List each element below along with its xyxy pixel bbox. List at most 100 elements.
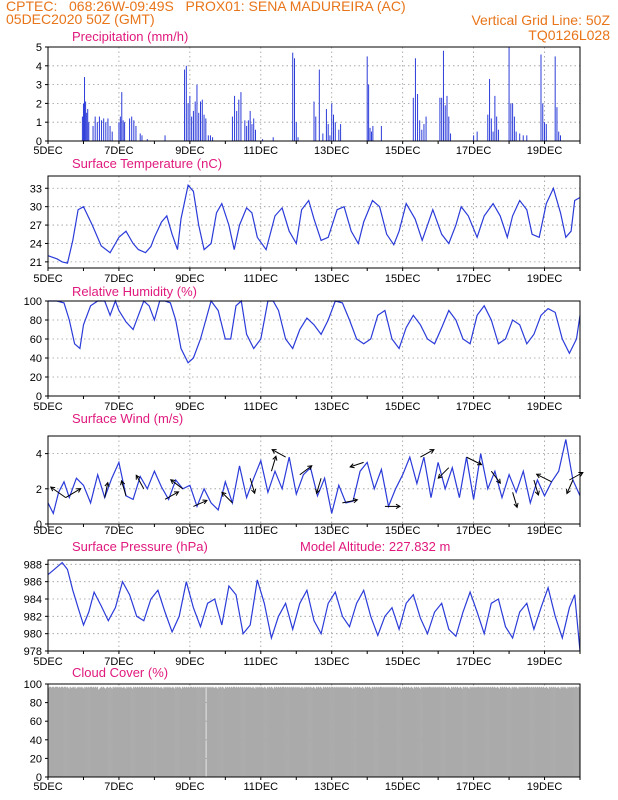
- cloud-bar: [561, 687, 563, 777]
- cloud-bar: [89, 687, 91, 777]
- humidity-panel: 0 20 40 60 80 100 5DEC 7DEC 9DEC 11DEC 13DEC 15DEC 1…: [24, 284, 581, 413]
- cloud-bar: [477, 686, 479, 777]
- wind-arrow-shaft: [270, 456, 277, 472]
- cloud-bar: [409, 687, 412, 777]
- precip-bar: [189, 95, 191, 141]
- cloud-bar: [284, 686, 286, 777]
- wind-arrow: [437, 467, 450, 479]
- cloud-bar: [87, 687, 89, 777]
- cloud-bar: [316, 687, 319, 777]
- cloud-bar: [215, 686, 217, 777]
- cloud-ytick-label: 0: [36, 772, 42, 784]
- cloud-bar: [302, 687, 304, 777]
- cloud-bar: [59, 687, 62, 777]
- cloud-bar: [517, 688, 519, 777]
- precip-bar: [231, 116, 233, 141]
- precip-bar: [450, 133, 452, 141]
- precip-bar: [558, 131, 560, 141]
- cloud-bar: [342, 687, 344, 777]
- precip-bar: [370, 131, 372, 141]
- cloud-bar: [126, 686, 128, 777]
- cloud-bar: [348, 687, 350, 777]
- cloud-bar: [355, 686, 357, 777]
- pressure-xtick-label: 15DEC: [385, 656, 421, 668]
- cloud-bar: [410, 686, 413, 777]
- wind-arrow-head: [566, 488, 571, 495]
- cloud-bar: [326, 686, 328, 777]
- temp-xtick-label: 19DEC: [527, 273, 563, 285]
- precip-bar: [135, 125, 137, 141]
- cloud-bar: [130, 686, 132, 777]
- wind-ytick-label: 4: [36, 449, 42, 461]
- wind-arrow-shaft: [164, 491, 179, 500]
- wind-xtick-label: 5DEC: [33, 525, 62, 537]
- cloud-bar: [82, 687, 84, 777]
- cloud-bar: [65, 687, 67, 777]
- precip-bar: [559, 135, 561, 141]
- wind-ytick-label: 2: [36, 484, 42, 496]
- cloud-bar: [557, 686, 559, 777]
- cloud-bar: [373, 686, 375, 777]
- cloud-bar: [67, 687, 69, 777]
- cloud-bar: [333, 686, 335, 777]
- cloud-bar: [542, 686, 545, 777]
- cloud-bar: [194, 686, 196, 777]
- wind-arrow: [249, 478, 257, 495]
- cloud-bar: [98, 688, 101, 777]
- cloud-xtick-label: 17DEC: [456, 781, 492, 793]
- precip-bar: [331, 103, 333, 141]
- cloud-bar: [430, 687, 432, 777]
- cloud-bar: [182, 687, 185, 777]
- cloud-bar: [496, 686, 499, 777]
- cloud-bar: [386, 686, 388, 777]
- precip-bar: [111, 131, 113, 141]
- cloud-bar: [280, 687, 283, 777]
- cloud-xtick-label: 5DEC: [33, 781, 62, 793]
- precip-bar: [334, 122, 336, 141]
- wind-ytick-label: 0: [36, 519, 42, 531]
- precip-bar: [105, 122, 107, 141]
- pressure-annotation: Model Altitude: 227.832 m: [300, 539, 450, 554]
- precip-bar: [253, 118, 255, 141]
- cloud-xtick-label: 15DEC: [385, 781, 421, 793]
- precip-bar: [103, 118, 105, 141]
- cloud-bar: [555, 687, 557, 777]
- cloud-bar: [64, 686, 66, 777]
- wind-arrow-head: [352, 498, 359, 504]
- cloud-bar: [446, 687, 448, 777]
- cloud-bar: [364, 686, 367, 777]
- cloud-bar: [200, 686, 202, 777]
- cloud-bar: [475, 686, 477, 777]
- precip-bar: [327, 124, 329, 141]
- wind-arrow-head: [49, 486, 56, 492]
- cloud-bar: [94, 686, 97, 777]
- cloud-bar: [529, 686, 531, 777]
- cloud-bar: [290, 686, 292, 777]
- cloud-bar: [448, 687, 451, 777]
- cloud-bar: [528, 687, 530, 777]
- precip-xtick-label: 13DEC: [314, 145, 350, 157]
- cloud-bar: [219, 687, 221, 777]
- precip-bar: [119, 116, 121, 141]
- cloud-bar: [415, 686, 417, 777]
- cloud-bar: [103, 687, 106, 777]
- cloud-bar: [505, 686, 507, 777]
- cloud-bar: [129, 687, 131, 777]
- cloud-title: Cloud Cover (%): [72, 665, 168, 680]
- cloud-bar: [449, 688, 452, 777]
- cloud-bar: [352, 688, 354, 777]
- cloud-bar: [97, 689, 100, 777]
- precip-bar: [444, 105, 446, 141]
- cloud-bar: [74, 686, 76, 777]
- cloud-bar: [345, 686, 347, 777]
- cloud-bar: [238, 687, 240, 777]
- cloud-bar: [380, 686, 382, 777]
- cloud-bar: [381, 687, 383, 777]
- cloud-bar: [186, 687, 189, 777]
- wind-arrow: [120, 479, 127, 496]
- wind-arrow-head: [534, 490, 540, 496]
- cloud-bar: [136, 687, 138, 777]
- cloud-bar: [447, 686, 450, 777]
- temp-xtick-label: 13DEC: [314, 273, 350, 285]
- cloud-bar: [567, 686, 569, 777]
